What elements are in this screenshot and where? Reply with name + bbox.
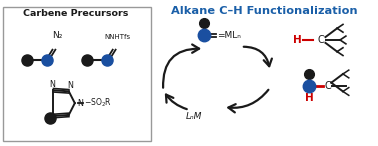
Text: N₂: N₂ [52, 31, 62, 40]
Text: =MLₙ: =MLₙ [217, 31, 240, 40]
FancyBboxPatch shape [3, 7, 150, 141]
Text: Carbene Precursors: Carbene Precursors [23, 9, 129, 18]
Text: C: C [317, 35, 324, 45]
Text: N: N [78, 99, 84, 108]
Text: N: N [50, 80, 55, 89]
FancyArrowPatch shape [163, 45, 199, 88]
FancyArrowPatch shape [166, 95, 187, 109]
Text: C: C [324, 81, 331, 91]
Text: N: N [67, 81, 73, 90]
Text: Alkane C–H Functionalization: Alkane C–H Functionalization [171, 6, 358, 16]
Text: LₙM: LₙM [186, 112, 203, 121]
FancyArrowPatch shape [244, 47, 272, 66]
Text: $-$SO$_2$R: $-$SO$_2$R [84, 97, 112, 109]
Text: H: H [305, 93, 313, 103]
Text: H: H [293, 35, 302, 45]
Text: NNHTfs: NNHTfs [104, 34, 131, 40]
FancyArrowPatch shape [228, 90, 268, 112]
